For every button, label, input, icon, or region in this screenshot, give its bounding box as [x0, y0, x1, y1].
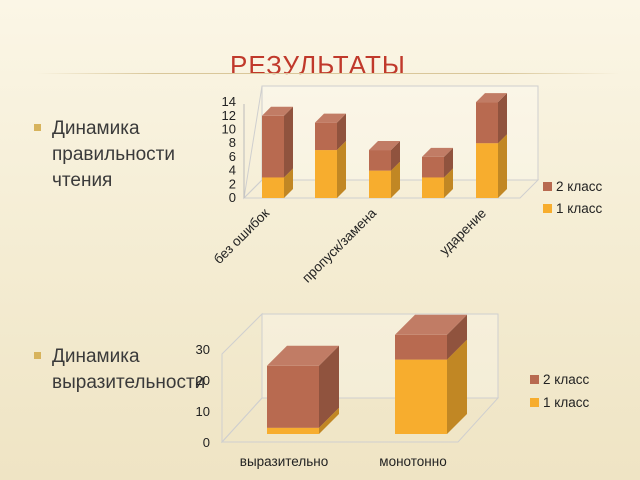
legend-swatch — [530, 398, 539, 407]
bullet-marker — [34, 352, 41, 359]
bar-segment-class2 — [267, 345, 339, 428]
y-tick-label: 8 — [229, 135, 236, 150]
y-tick-label: 4 — [229, 163, 236, 178]
legend-label: 2 класс — [543, 372, 589, 387]
bullet-marker — [34, 124, 41, 131]
bar-segment-class2 — [422, 147, 453, 178]
title-divider — [36, 73, 620, 74]
y-tick-label: 14 — [222, 94, 236, 109]
x-category-label: монотонно — [379, 454, 446, 469]
bar-segment-class2 — [315, 113, 346, 151]
y-tick-label: 20 — [196, 373, 210, 388]
y-tick-label: 0 — [229, 190, 236, 205]
slide-title: РЕЗУЛЬТАТЫ — [230, 50, 406, 80]
y-tick-label: 10 — [196, 404, 210, 419]
bar-segment-class2 — [476, 93, 507, 144]
legend-label: 2 класс — [556, 179, 602, 194]
bullet-reading-accuracy: Динамика правильности чтения — [52, 118, 175, 191]
chart-side-wall — [221, 312, 263, 444]
legend-label: 1 класс — [556, 201, 602, 216]
legend-swatch — [543, 182, 552, 191]
y-tick-label: 0 — [203, 435, 210, 450]
bar-segment-class2 — [395, 314, 467, 360]
x-category-label: выразительно — [240, 454, 328, 469]
chart-floor — [220, 397, 500, 443]
bar-segment-class2 — [369, 141, 400, 171]
legend-label: 1 класс — [543, 395, 589, 410]
legend-swatch — [543, 204, 552, 213]
bar-segment-class2 — [262, 106, 293, 178]
bullet-expressiveness: Динамика выразительности — [52, 346, 206, 393]
y-tick-label: 30 — [196, 342, 210, 357]
y-tick-label: 12 — [222, 108, 236, 123]
y-tick-label: 6 — [229, 149, 236, 164]
y-tick-label: 10 — [222, 122, 236, 137]
y-tick-label: 2 — [229, 176, 236, 191]
legend-swatch — [530, 375, 539, 384]
